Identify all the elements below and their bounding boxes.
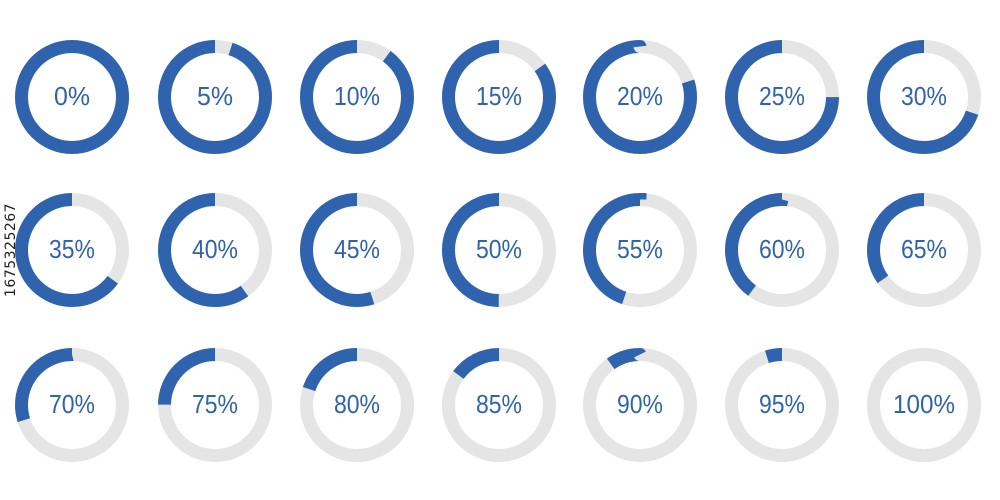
donut-label: 15% [476,81,522,111]
donut-label: 90% [617,389,663,419]
donut-progress-arc [583,40,697,154]
donut-progress-arc [15,348,129,462]
donut-55: 55% [583,193,697,307]
donut-progress-arc [15,193,129,307]
donut-progress-arc [158,348,272,462]
donut-progress-arc [867,40,981,154]
donut-progress-arc [725,193,839,307]
donut-progress-arc [158,40,272,154]
stock-id-text: 1675325267 [3,202,19,298]
donut-progress-arc [442,40,556,154]
donut-progress-arc [725,348,839,462]
donut-15: 15% [442,40,556,154]
donut-60: 60% [725,193,839,307]
donut-label: 80% [334,389,380,419]
donut-label: 60% [759,234,805,264]
donut-40: 40% [158,193,272,307]
donut-label: 85% [476,389,522,419]
donut-30: 30% [867,40,981,154]
donut-label: 35% [49,234,95,264]
donut-95: 95% [725,348,839,462]
donut-label: 0% [54,81,90,111]
donut-progress-arc [583,193,697,307]
donut-5: 5% [158,40,272,154]
donut-progress-arc [300,40,414,154]
donut-65: 65% [867,193,981,307]
donut-progress-arc [300,348,414,462]
donut-80: 80% [300,348,414,462]
donut-50: 50% [442,193,556,307]
donut-label: 75% [192,389,238,419]
donut-25: 25% [725,40,839,154]
donut-45: 45% [300,193,414,307]
donut-label: 40% [192,234,238,264]
donut-90: 90% [583,348,697,462]
donut-label: 50% [476,234,522,264]
donut-label: 5% [197,81,233,111]
donut-35: 35% [15,193,129,307]
donut-label: 30% [901,81,947,111]
donut-progress-arc [442,348,556,462]
donut-0: 0% [15,40,129,154]
donut-75: 75% [158,348,272,462]
donut-track [867,348,981,462]
donut-progress-arc [867,193,981,307]
donut-label: 95% [759,389,805,419]
donut-progress-arc [583,348,697,462]
donut-100: 100% [867,348,981,462]
donut-progress-arc [15,40,129,154]
donut-label: 65% [901,234,947,264]
donut-label: 55% [617,234,663,264]
donut-label: 10% [334,81,380,111]
donut-progress-arc [158,193,272,307]
donut-progress-arc [442,193,556,307]
donut-70: 70% [15,348,129,462]
donut-10: 10% [300,40,414,154]
donut-label: 45% [334,234,380,264]
donut-85: 85% [442,348,556,462]
donut-progress-arc [725,40,839,154]
donut-20: 20% [583,40,697,154]
donut-label: 20% [617,81,663,111]
donut-label: 100% [893,389,955,419]
donut-progress-arc [300,193,414,307]
donut-label: 25% [759,81,805,111]
donut-label: 70% [49,389,95,419]
